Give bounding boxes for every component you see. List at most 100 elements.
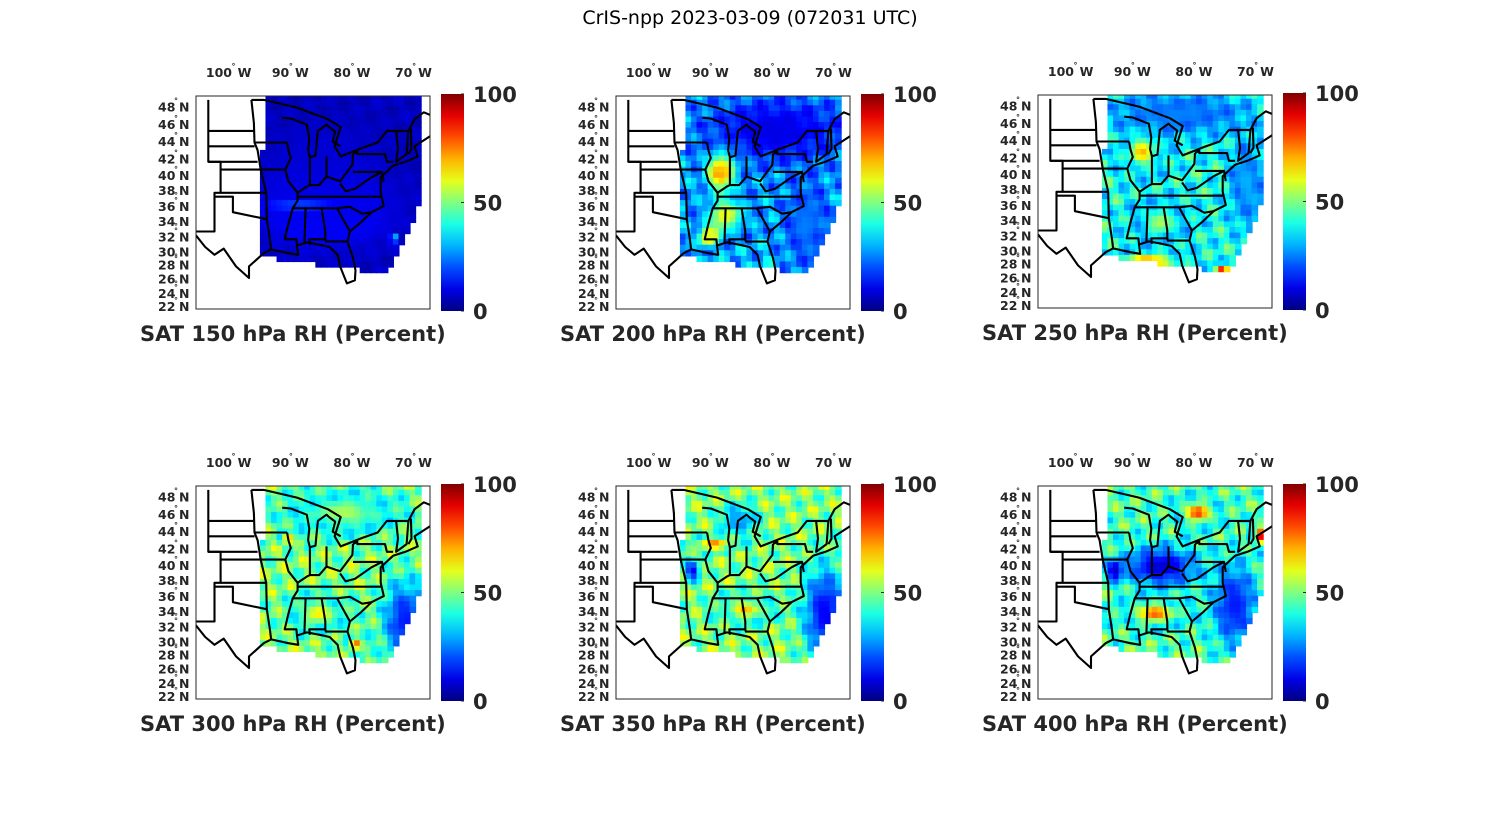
rh-footprint bbox=[790, 155, 798, 162]
rh-footprint bbox=[1124, 176, 1131, 183]
rh-footprint bbox=[807, 216, 814, 224]
rh-footprint bbox=[774, 528, 781, 535]
rh-footprint bbox=[685, 155, 693, 162]
rh-footprint bbox=[1257, 193, 1264, 200]
rh-footprint bbox=[381, 573, 389, 580]
rh-footprint bbox=[746, 517, 754, 524]
rh-footprint bbox=[276, 601, 284, 608]
rh-footprint bbox=[812, 584, 820, 591]
rh-footprint bbox=[702, 211, 709, 218]
rh-footprint bbox=[835, 534, 842, 541]
rh-footprint bbox=[1207, 199, 1214, 206]
rh-footprint bbox=[801, 534, 809, 541]
degree-symbol: ° bbox=[412, 452, 416, 461]
rh-footprint bbox=[790, 567, 798, 574]
rh-footprint bbox=[812, 629, 820, 636]
rh-footprint bbox=[1218, 95, 1225, 100]
rh-footprint bbox=[774, 127, 781, 134]
rh-footprint bbox=[824, 601, 831, 608]
rh-footprint bbox=[685, 517, 693, 524]
rh-footprint bbox=[343, 183, 350, 190]
rh-footprint bbox=[1196, 506, 1203, 513]
colorbar-tick-label: 50 bbox=[473, 582, 502, 606]
rh-footprint bbox=[337, 149, 345, 157]
rh-footprint bbox=[320, 551, 328, 558]
rh-footprint bbox=[1113, 121, 1120, 128]
rh-footprint bbox=[1234, 204, 1242, 211]
rh-footprint bbox=[707, 606, 715, 614]
rh-footprint bbox=[259, 211, 267, 218]
rh-footprint bbox=[1140, 523, 1148, 530]
rh-footprint bbox=[735, 545, 742, 552]
y-tick-hemisphere: N bbox=[599, 635, 609, 650]
rh-footprint bbox=[740, 634, 748, 641]
rh-footprint bbox=[409, 567, 417, 574]
rh-footprint bbox=[392, 144, 400, 151]
rh-footprint bbox=[271, 161, 278, 168]
rh-footprint bbox=[685, 578, 693, 586]
rh-footprint bbox=[1135, 489, 1142, 496]
rh-footprint bbox=[293, 601, 300, 608]
rh-footprint bbox=[320, 500, 328, 508]
rh-footprint bbox=[404, 116, 411, 123]
y-tick-hemisphere: N bbox=[179, 507, 189, 522]
rh-footprint bbox=[1207, 148, 1214, 156]
rh-footprint bbox=[729, 144, 737, 151]
rh-footprint bbox=[812, 144, 820, 151]
rh-footprint bbox=[718, 523, 726, 530]
rh-footprint bbox=[829, 590, 837, 597]
rh-footprint bbox=[1207, 528, 1214, 535]
y-tick-label: 24 bbox=[578, 676, 596, 691]
rh-footprint bbox=[1179, 528, 1187, 535]
rh-footprint bbox=[829, 528, 837, 535]
rh-footprint bbox=[409, 96, 417, 101]
rh-footprint bbox=[370, 161, 378, 168]
rh-footprint bbox=[315, 183, 322, 190]
rh-footprint bbox=[702, 578, 709, 586]
rh-footprint bbox=[343, 640, 350, 647]
rh-footprint bbox=[337, 645, 345, 653]
rh-footprint bbox=[774, 556, 781, 563]
rh-footprint bbox=[415, 144, 422, 151]
rh-footprint bbox=[807, 562, 814, 569]
rh-footprint bbox=[309, 590, 317, 597]
rh-footprint bbox=[818, 489, 826, 496]
border-line bbox=[827, 128, 833, 155]
rh-footprint bbox=[718, 528, 726, 535]
rh-footprint bbox=[1218, 104, 1225, 111]
degree-symbol: ° bbox=[174, 283, 178, 292]
rh-footprint bbox=[387, 489, 394, 496]
rh-footprint bbox=[718, 500, 726, 508]
rh-footprint bbox=[779, 161, 787, 168]
rh-footprint bbox=[381, 216, 389, 224]
rh-footprint bbox=[746, 200, 754, 207]
degree-symbol: ° bbox=[1016, 226, 1020, 235]
rh-footprint bbox=[685, 562, 693, 569]
border-line bbox=[756, 597, 771, 623]
rh-footprint bbox=[763, 512, 770, 519]
y-tick-label: 26 bbox=[1000, 271, 1018, 286]
border-line bbox=[196, 524, 430, 675]
rh-footprint bbox=[1101, 238, 1109, 245]
rh-footprint bbox=[1201, 109, 1209, 117]
rh-footprint bbox=[1140, 517, 1148, 524]
rh-footprint bbox=[365, 539, 372, 547]
rh-footprint bbox=[1218, 523, 1225, 530]
degree-symbol: ° bbox=[174, 581, 178, 590]
rh-footprint bbox=[774, 590, 781, 597]
rh-footprint bbox=[713, 539, 720, 547]
rh-footprint bbox=[370, 539, 378, 547]
colorbar-tick-label: 50 bbox=[473, 192, 502, 216]
rh-footprint bbox=[298, 127, 306, 134]
rh-footprint bbox=[1251, 148, 1259, 156]
rh-footprint bbox=[713, 617, 720, 625]
rh-footprint bbox=[370, 623, 378, 630]
rh-footprint bbox=[1234, 238, 1242, 245]
rh-footprint bbox=[370, 578, 378, 586]
rh-footprint bbox=[1162, 489, 1170, 496]
rh-footprint bbox=[1246, 500, 1253, 508]
rh-footprint bbox=[729, 116, 737, 123]
rh-footprint bbox=[276, 105, 284, 112]
rh-footprint bbox=[818, 161, 826, 168]
rh-footprint bbox=[1113, 232, 1120, 239]
